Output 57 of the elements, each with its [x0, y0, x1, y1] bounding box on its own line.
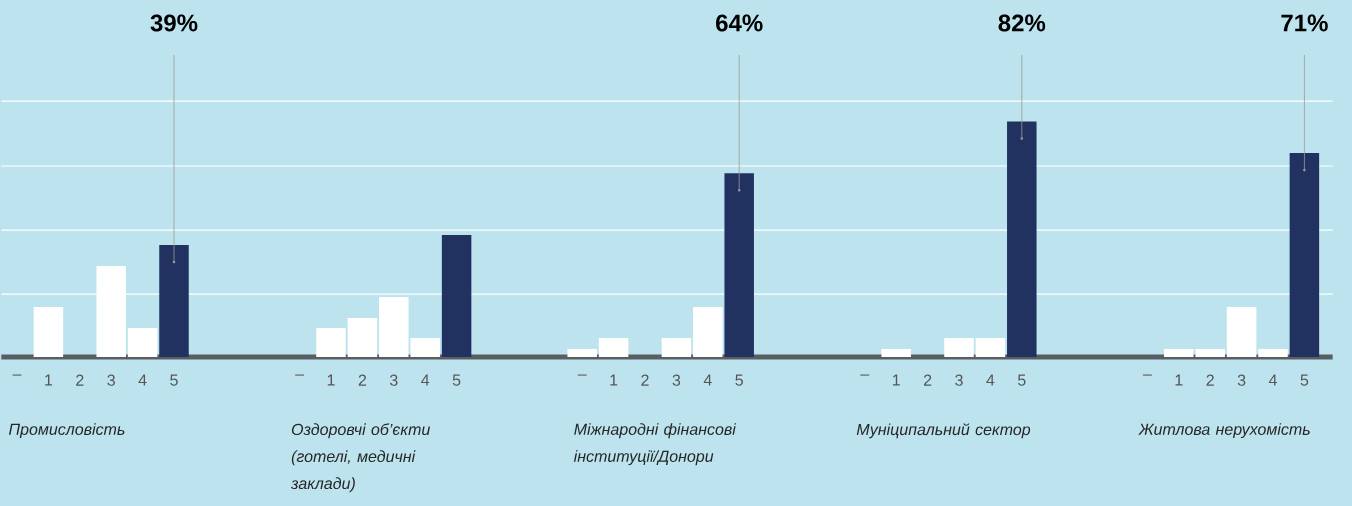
bar — [661, 338, 692, 357]
x-tick-label: 5 — [170, 374, 178, 386]
bar — [1258, 348, 1288, 357]
x-tick-label: 2 — [641, 374, 649, 386]
x-tick-label: – — [295, 374, 305, 376]
x-tick-label: 5 — [1300, 374, 1309, 386]
text: Житлова нерухомість — [1138, 423, 1310, 439]
bar — [441, 234, 472, 357]
text: Міжнародні фінансові інституції/Донори — [573, 423, 737, 466]
x-tick-label: 3 — [107, 374, 115, 386]
x-tick-label: 2 — [358, 374, 367, 386]
x-tick-label: 4 — [421, 374, 430, 386]
x-tick-label: 3 — [389, 374, 398, 386]
x-tick-label: 1 — [892, 374, 900, 386]
bar — [598, 338, 629, 357]
bar — [567, 348, 597, 357]
bar — [1226, 307, 1257, 357]
x-tick-label: 3 — [672, 374, 681, 386]
x-tick-label: 1 — [45, 374, 53, 386]
data-label: 64% — [716, 14, 763, 32]
x-tick-label: 5 — [1017, 374, 1026, 386]
x-tick-label: 3 — [1237, 374, 1246, 386]
bar — [347, 317, 378, 357]
data-label: 82% — [998, 14, 1046, 32]
text: Оздоровчі об’єкти (готелі, медичні заклади) — [291, 423, 430, 493]
bar — [159, 244, 189, 357]
bar — [33, 307, 64, 357]
bar — [316, 327, 346, 357]
x-tick-label: 4 — [986, 374, 995, 386]
data-label: 39% — [150, 14, 198, 32]
x-tick-label: 5 — [735, 374, 743, 386]
bar — [975, 338, 1006, 357]
x-tick-label: – — [1142, 374, 1152, 376]
x-tick-label: – — [577, 374, 587, 376]
bar — [881, 348, 911, 357]
x-tick-label: 2 — [1206, 374, 1214, 386]
x-tick-label: 2 — [923, 374, 932, 386]
x-tick-label: 4 — [138, 374, 147, 386]
x-tick-label: 3 — [955, 374, 963, 386]
bar — [693, 307, 723, 357]
x-tick-label: 1 — [327, 374, 335, 386]
text: Промисловість — [8, 423, 125, 439]
x-tick-label: 5 — [452, 374, 461, 386]
text: Муніципальний сектор — [856, 423, 1031, 439]
x-tick-label: 1 — [1175, 374, 1183, 386]
x-tick-label: 4 — [703, 374, 712, 386]
bar — [724, 173, 754, 357]
bar — [127, 327, 158, 357]
x-tick-label: – — [860, 374, 870, 376]
bar — [1007, 121, 1037, 357]
bar — [944, 338, 974, 357]
data-label: 71% — [1281, 14, 1328, 32]
x-tick-label: 4 — [1268, 374, 1277, 386]
x-tick-label: – — [12, 374, 22, 376]
x-tick-label: 1 — [610, 374, 618, 386]
x-tick-label: 2 — [76, 374, 84, 386]
bar — [1289, 153, 1320, 357]
